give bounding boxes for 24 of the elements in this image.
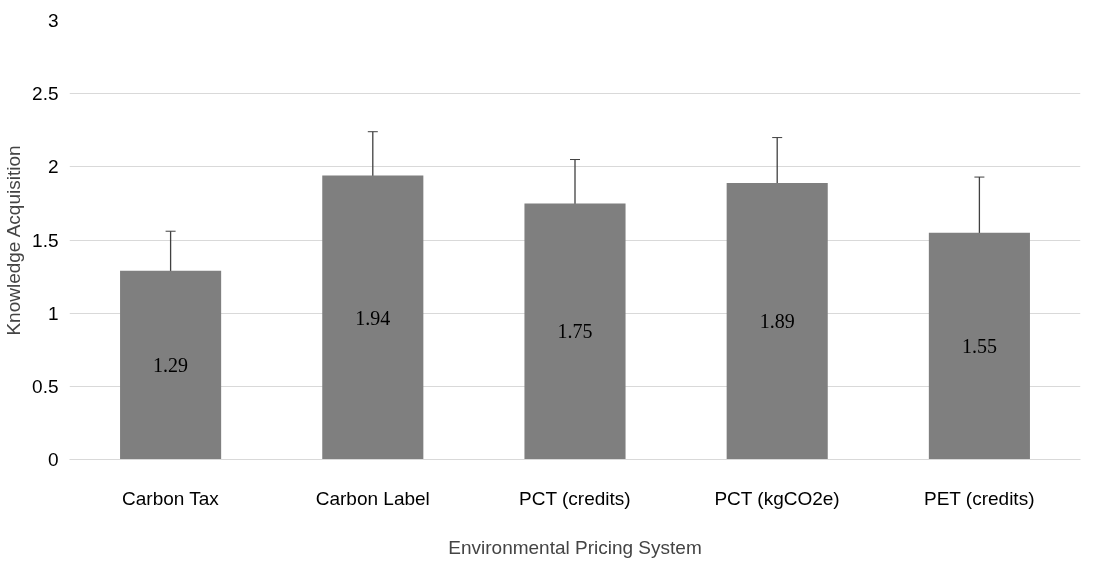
bar xyxy=(928,232,1030,460)
y-tick-label: 2.5 xyxy=(32,83,59,105)
x-tick-label: PET (credits) xyxy=(923,487,1035,509)
x-axis-title: Environmental Pricing System xyxy=(448,536,702,558)
y-tick-label: 0.5 xyxy=(32,375,59,397)
bar xyxy=(120,270,222,460)
data-label: 1.94 xyxy=(355,306,391,329)
data-label: 1.89 xyxy=(759,310,795,333)
x-tick-label: PCT (kgCO2e) xyxy=(714,487,840,509)
x-tick-label: Carbon Label xyxy=(315,487,430,509)
y-tick-label: 1.5 xyxy=(32,229,59,251)
y-tick-label: 3 xyxy=(47,10,59,31)
x-tick-label: Carbon Tax xyxy=(122,487,220,509)
data-label: 1.75 xyxy=(557,320,593,343)
bar xyxy=(322,175,424,460)
data-label: 1.55 xyxy=(961,335,997,358)
y-tick-label: 1 xyxy=(47,302,59,324)
data-label: 1.29 xyxy=(153,354,189,377)
y-axis-title: Knowledge Acquisition xyxy=(3,145,25,336)
y-tick-label: 2 xyxy=(47,156,59,178)
bar xyxy=(726,182,828,460)
y-tick-label: 0 xyxy=(47,449,59,470)
x-tick-label: PCT (credits) xyxy=(519,487,631,509)
bar xyxy=(524,203,626,460)
